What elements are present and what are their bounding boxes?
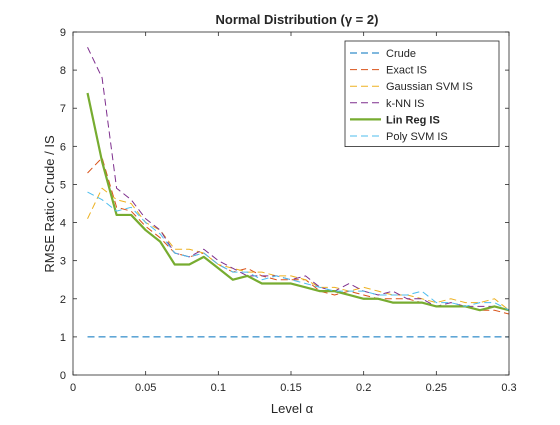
legend-label-4: Lin Reg IS <box>386 114 440 126</box>
legend-label-5: Poly SVM IS <box>386 131 448 143</box>
y-tick-label: 1 <box>60 332 66 344</box>
y-tick-label: 8 <box>60 65 66 77</box>
y-tick-label: 4 <box>60 218 66 230</box>
x-tick-label: 0.1 <box>211 382 226 394</box>
x-tick-label: 0.3 <box>501 382 516 394</box>
series-line-1 <box>87 157 510 315</box>
x-tick-label: 0 <box>70 382 76 394</box>
y-tick-label: 2 <box>60 294 66 306</box>
legend-label-1: Exact IS <box>386 65 427 77</box>
series-line-4 <box>86 92 510 312</box>
y-tick-label: 0 <box>60 370 66 382</box>
y-tick-label: 9 <box>60 27 66 39</box>
y-axis-label: RMSE Ratio: Crude / IS <box>42 135 57 273</box>
axes-layer: 0 0.05 0.1 0.15 0.2 0.25 0.3 0 1 2 3 4 5 6 7 8 9 <box>60 27 517 394</box>
y-tick-label: 6 <box>60 141 66 153</box>
y-tick-label: 3 <box>60 256 66 268</box>
legend-label-2: Gaussian SVM IS <box>386 81 473 93</box>
legend-box <box>344 40 500 147</box>
series-layer <box>86 47 510 338</box>
legend: Crude Exact IS Gaussian SVM IS k-NN IS Lin R… <box>344 40 500 147</box>
x-tick-label: 0.05 <box>135 382 156 394</box>
series-line-2 <box>87 187 510 311</box>
x-tick-label: 0.2 <box>356 382 371 394</box>
x-tick-label: 0.25 <box>426 382 447 394</box>
legend-label-0: Crude <box>386 48 416 60</box>
x-tick-label: 0.15 <box>280 382 301 394</box>
legend-label-3: k-NN IS <box>386 98 425 110</box>
series-line-5 <box>87 191 510 311</box>
x-axis-label: Level α <box>271 401 314 416</box>
y-tick-label: 7 <box>60 103 66 115</box>
chart-title: Normal Distribution (γ = 2) <box>216 12 379 27</box>
y-tick-label: 5 <box>60 179 66 191</box>
